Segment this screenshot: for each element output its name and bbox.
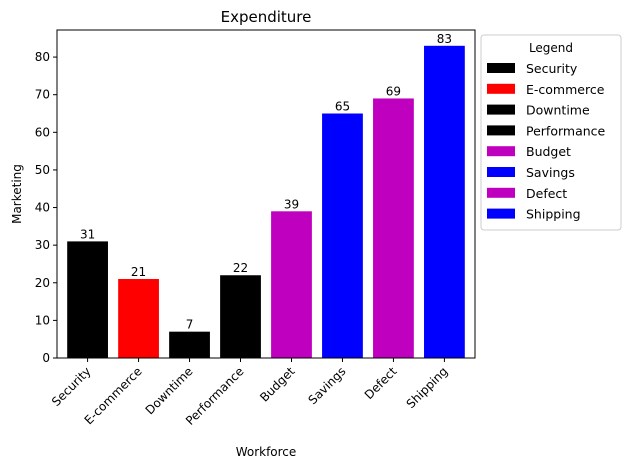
- bar-value-label: 39: [284, 197, 299, 211]
- legend-swatch: [487, 63, 515, 73]
- y-tick-label: 0: [42, 351, 50, 365]
- x-tick-label: Shipping: [404, 364, 451, 411]
- bar-value-label: 31: [80, 227, 95, 241]
- y-axis-label: Marketing: [10, 164, 24, 224]
- legend-entry-label: Downtime: [526, 103, 590, 118]
- x-tick-label: Downtime: [143, 364, 196, 417]
- legend-entries: Security E-commerce Downtime Performance Bud…: [487, 61, 606, 222]
- bar-downtime: [169, 331, 210, 358]
- legend-swatch: [487, 125, 515, 136]
- y-tick-label: 30: [35, 238, 50, 252]
- bar-budget: [271, 211, 312, 358]
- legend-entry-label: E-commerce: [526, 82, 605, 97]
- legend-frame: [480, 34, 622, 231]
- legend-swatch: [487, 208, 515, 219]
- chart-title: Expenditure: [221, 8, 312, 26]
- x-tick-label: Security: [49, 364, 94, 409]
- legend-entry-label: Defect: [526, 186, 567, 201]
- plot-frame: [56, 29, 476, 359]
- bar-value-label: 21: [131, 265, 146, 279]
- bars: 31 21 7 22 39 65 69 83: [67, 32, 465, 359]
- bar-value-label: 83: [437, 32, 452, 46]
- bar-security: [67, 241, 108, 358]
- legend-swatch: [487, 146, 515, 157]
- y-tick-label: 80: [35, 50, 50, 64]
- bar-value-label: 69: [386, 84, 401, 98]
- bar-shipping: [424, 45, 465, 359]
- x-axis-label: Workforce: [236, 445, 297, 459]
- y-tick-label: 10: [35, 313, 50, 327]
- y-tick-label: 60: [35, 125, 50, 139]
- x-tick-label: Defect: [362, 364, 400, 402]
- bar-value-label: 22: [233, 261, 248, 275]
- legend-swatch: [487, 187, 515, 198]
- y-tick-label: 20: [35, 276, 50, 290]
- bar-e-commerce: [118, 279, 159, 358]
- legend-title: Legend: [529, 41, 573, 55]
- bar-value-label: 7: [186, 318, 194, 332]
- legend-entry-label: Savings: [526, 165, 575, 180]
- bar-value-label: 65: [335, 100, 350, 114]
- legend: Legend Security E-commerce Downtime Perform…: [480, 34, 622, 231]
- legend-swatch: [487, 83, 515, 94]
- bar-savings: [322, 113, 363, 359]
- legend-entry-label: Shipping: [526, 207, 581, 222]
- legend-entry-label: Budget: [526, 144, 571, 159]
- y-tick-label: 50: [35, 163, 50, 177]
- bar-performance: [220, 275, 261, 358]
- bar-defect: [373, 98, 414, 359]
- x-tick-label: Savings: [306, 364, 349, 407]
- x-tick-label: Budget: [257, 364, 298, 405]
- y-axis-ticks: 0 10 20 30 40 50 60 70 80: [35, 50, 57, 365]
- y-tick-label: 40: [35, 201, 50, 215]
- legend-entry-label: Security: [526, 61, 578, 76]
- y-tick-label: 70: [35, 88, 50, 102]
- legend-swatch: [487, 104, 515, 115]
- legend-swatch: [487, 167, 515, 177]
- legend-entry-label: Performance: [526, 123, 606, 138]
